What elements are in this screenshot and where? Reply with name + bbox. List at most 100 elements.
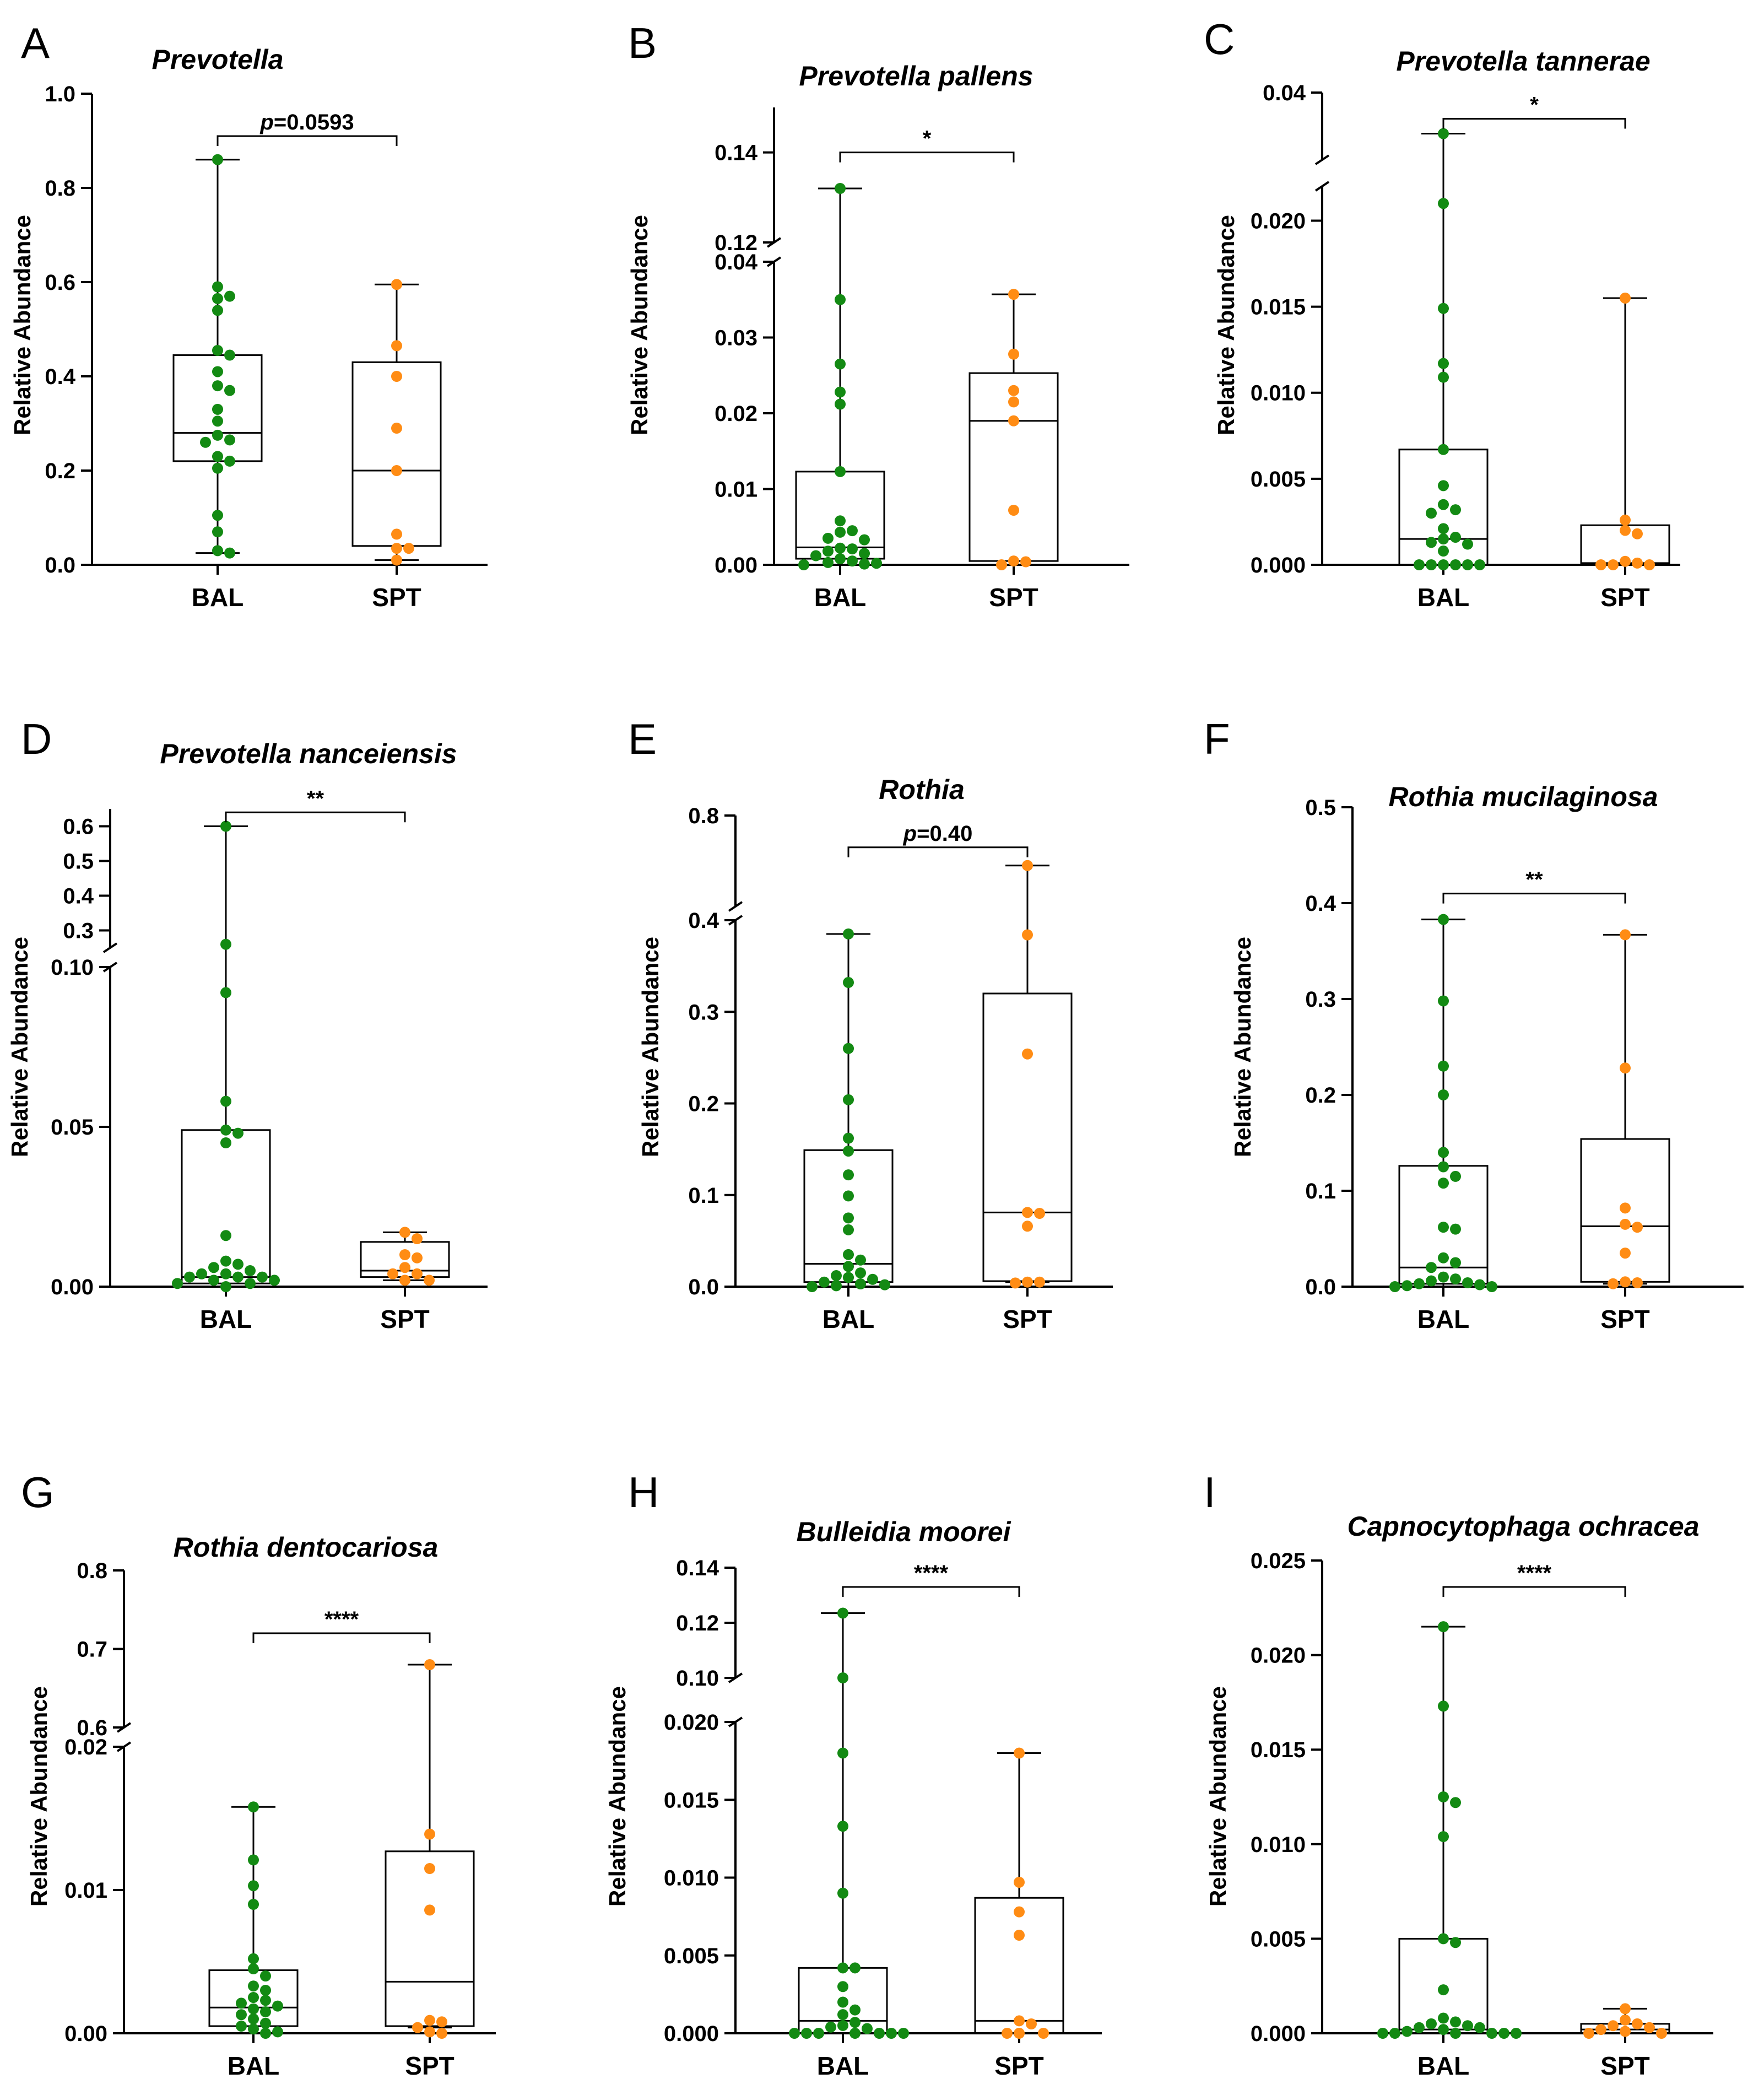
data-point-bal — [843, 1145, 854, 1157]
y-axis-label: Relative Abundance — [7, 937, 33, 1157]
significance-label: * — [1530, 93, 1539, 117]
data-point-bal — [855, 1254, 866, 1266]
chart-title: Rothia dentocariosa — [174, 1532, 439, 1563]
data-point-bal — [1414, 2022, 1425, 2033]
y-axis-label: Relative Abundance — [604, 1686, 630, 1907]
data-point-bal — [248, 2023, 259, 2035]
y-axis-label: Relative Abundance — [637, 937, 663, 1157]
data-point-spt — [391, 340, 402, 352]
data-point-bal — [196, 1268, 207, 1279]
data-point-bal — [855, 1278, 866, 1290]
data-point-spt — [1620, 525, 1631, 536]
data-point-spt — [1620, 1202, 1631, 1214]
data-point-spt — [1022, 929, 1033, 941]
data-point-bal — [200, 436, 211, 448]
data-point-bal — [835, 386, 846, 398]
data-point-bal — [212, 403, 223, 415]
data-point-spt — [399, 1249, 410, 1260]
y-tick-label: 0.04 — [715, 250, 758, 274]
box-group-bal — [1398, 128, 1489, 570]
data-point-bal — [1450, 559, 1461, 570]
data-point-spt — [1022, 1276, 1033, 1288]
data-point-bal — [1438, 1222, 1449, 1233]
data-point-spt — [1620, 929, 1631, 941]
data-point-bal — [260, 1995, 271, 2006]
data-point-spt — [399, 1262, 410, 1273]
data-point-bal — [1438, 1147, 1449, 1158]
data-point-bal — [260, 2028, 271, 2039]
data-point-spt — [1620, 2026, 1631, 2037]
data-point-bal — [172, 1278, 183, 1289]
box-group-spt — [974, 1747, 1064, 2039]
panel-c: C Prevotella tannerae Relative Abundance 0.… — [1204, 15, 1680, 612]
y-tick-label: 0.5 — [1305, 796, 1336, 820]
y-tick-label: 0.005 — [1251, 467, 1306, 492]
y-tick-label: 0.8 — [45, 176, 75, 201]
data-point-bal — [212, 281, 223, 293]
data-point-bal — [1438, 2024, 1449, 2035]
y-axis-label: Relative Abundance — [9, 215, 35, 435]
data-point-bal — [835, 466, 846, 477]
data-point-bal — [1438, 1178, 1449, 1189]
data-point-spt — [1620, 292, 1631, 304]
y-tick-label: 0.010 — [664, 1866, 719, 1891]
data-point-bal — [1486, 1281, 1497, 1292]
data-point-bal — [837, 1747, 848, 1759]
data-point-bal — [810, 550, 821, 561]
data-point-bal — [212, 451, 223, 462]
data-point-bal — [220, 987, 231, 998]
y-tick-label: 0.020 — [1251, 209, 1306, 233]
data-point-spt — [1620, 2014, 1631, 2026]
data-point-bal — [835, 183, 846, 194]
y-tick-label: 0.020 — [664, 1710, 719, 1735]
data-point-bal — [1438, 1621, 1449, 1633]
data-point-spt — [1014, 2015, 1025, 2027]
data-point-bal — [859, 534, 870, 546]
data-point-bal — [260, 1970, 271, 1981]
data-point-spt — [424, 2015, 435, 2026]
box-group-spt — [982, 860, 1073, 1289]
panel-f: F Rothia mucilaginosa Relative Abundance 0.… — [1204, 715, 1744, 1333]
data-point-bal — [837, 1981, 848, 1993]
data-point-bal — [220, 1137, 231, 1148]
data-point-bal — [224, 434, 235, 446]
y-tick-label: 0.14 — [715, 141, 758, 165]
data-point-bal — [248, 1992, 259, 2003]
data-point-spt — [1632, 1277, 1643, 1289]
y-tick-label: 0.04 — [1263, 81, 1306, 105]
data-point-bal — [248, 1963, 259, 1974]
data-point-spt — [1022, 1048, 1033, 1060]
x-category-label: BAL — [228, 2051, 280, 2080]
y-axis-label: Relative Abundance — [1230, 937, 1256, 1157]
y-axis-label: Relative Abundance — [1205, 1686, 1231, 1907]
data-point-bal — [272, 2026, 283, 2038]
box-group-bal — [1389, 914, 1497, 1292]
data-point-bal — [220, 1230, 231, 1241]
significance-bracket — [842, 1586, 1020, 1597]
data-point-spt — [1620, 2003, 1631, 2015]
data-point-bal — [1450, 1170, 1461, 1182]
data-point-bal — [220, 1255, 231, 1267]
y-tick-label: 0.02 — [715, 402, 757, 426]
y-axis-label: Relative Abundance — [26, 1686, 52, 1907]
data-point-bal — [1438, 2012, 1449, 2024]
axis-break-mark — [1314, 154, 1330, 165]
box-group-bal — [172, 820, 280, 1292]
data-point-bal — [260, 2006, 271, 2017]
iqr-box — [385, 1850, 475, 2027]
data-point-spt — [1595, 2024, 1606, 2035]
significance-label: **** — [914, 1561, 949, 1585]
data-point-bal — [835, 294, 846, 305]
data-point-spt — [1608, 1278, 1619, 1289]
data-point-spt — [391, 279, 402, 290]
data-point-bal — [224, 349, 235, 361]
data-point-bal — [1450, 1273, 1461, 1285]
data-point-bal — [813, 2028, 824, 2039]
y-tick-label: 0.5 — [63, 850, 94, 874]
data-point-spt — [1620, 514, 1631, 526]
data-point-bal — [220, 938, 231, 950]
data-point-spt — [424, 1828, 435, 1840]
box-group-spt — [1580, 292, 1670, 570]
data-point-bal — [212, 154, 223, 165]
